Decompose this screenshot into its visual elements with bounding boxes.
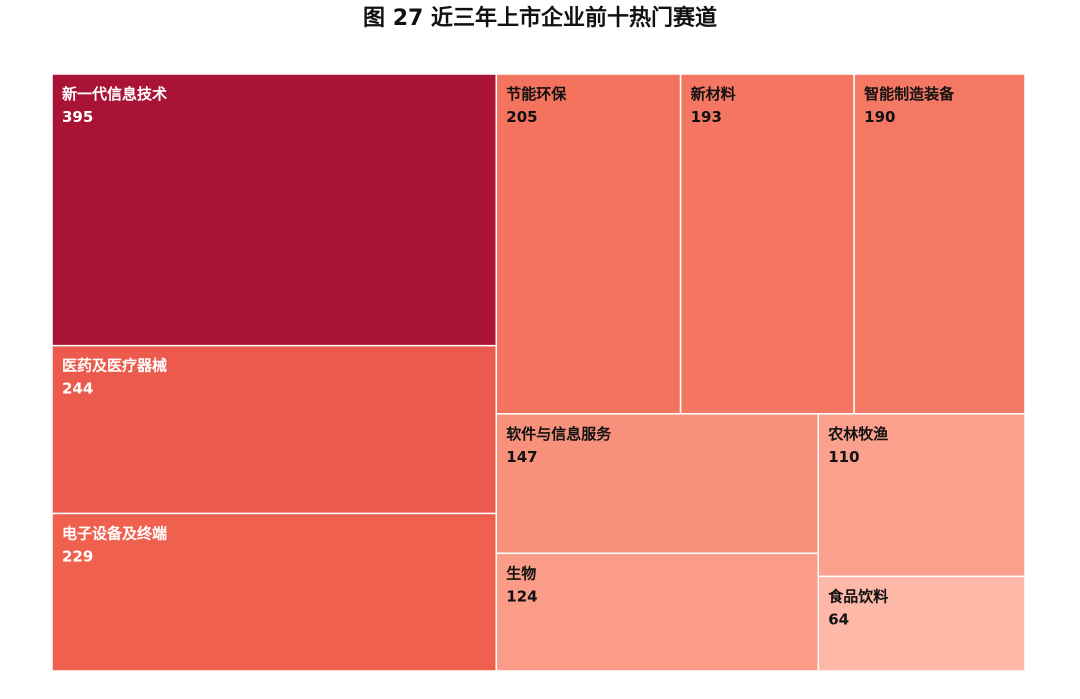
treemap-cell: 新一代信息技术 395: [51, 73, 498, 347]
treemap-label: 生物: [506, 564, 536, 582]
treemap-cell: 电子设备及终端 229: [51, 512, 498, 672]
treemap-value: 205: [506, 108, 537, 126]
treemap-label: 农林牧渔: [827, 425, 888, 443]
treemap-label: 软件与信息服务: [506, 425, 612, 443]
treemap-rect: [495, 73, 682, 415]
treemap-cell: 生物 124: [495, 552, 820, 672]
treemap-cell: 食品饮料 64: [817, 575, 1026, 672]
treemap-label: 新材料: [691, 85, 736, 103]
treemap-rect: [51, 344, 498, 515]
treemap-value: 395: [62, 108, 93, 126]
treemap-cell: 医药及医疗器械 244: [51, 344, 498, 515]
treemap-label: 医药及医疗器械: [62, 357, 167, 375]
treemap-value: 193: [691, 108, 722, 126]
treemap-value: 124: [506, 587, 537, 605]
treemap-label: 食品饮料: [828, 587, 888, 605]
treemap-value: 229: [62, 547, 93, 565]
treemap-value: 244: [62, 380, 93, 398]
treemap-label: 新一代信息技术: [62, 85, 167, 103]
treemap-value: 110: [828, 448, 859, 466]
treemap-rect: [51, 73, 498, 347]
treemap-label: 智能制造装备: [864, 85, 955, 103]
treemap-value: 147: [506, 448, 537, 466]
treemap-label: 电子设备及终端: [62, 524, 167, 542]
treemap-rect: [51, 512, 498, 672]
treemap-rect: [817, 413, 1026, 578]
treemap-cell: 节能环保 205: [495, 73, 682, 415]
treemap-cell: 智能制造装备 190: [853, 73, 1026, 415]
chart-title: 图 27 近三年上市企业前十热门赛道: [363, 6, 717, 31]
treemap-cell: 新材料 193: [679, 73, 855, 415]
treemap-value: 190: [864, 108, 895, 126]
treemap-rect: [817, 575, 1026, 672]
treemap-label: 节能环保: [506, 85, 567, 103]
treemap-rect: [495, 552, 820, 672]
treemap-cell: 农林牧渔 110: [817, 413, 1026, 578]
treemap-rect: [679, 73, 855, 415]
treemap-value: 64: [828, 610, 849, 628]
treemap-cell: 软件与信息服务 147: [495, 413, 820, 555]
